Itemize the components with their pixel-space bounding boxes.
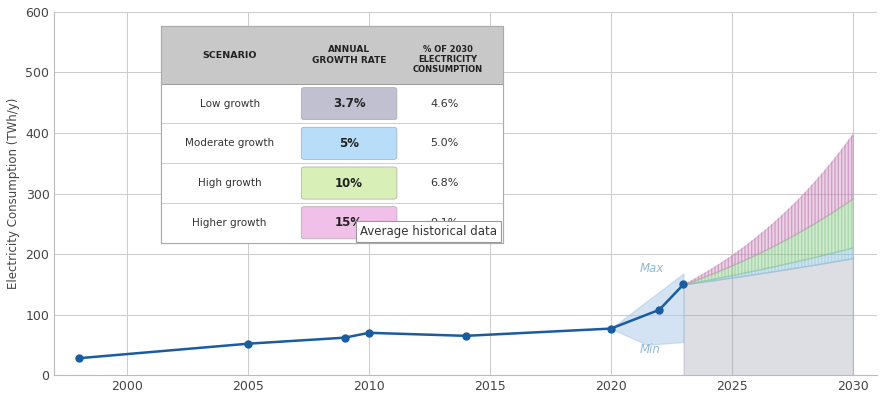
Text: Average historical data: Average historical data — [360, 225, 497, 238]
Text: Min: Min — [640, 343, 661, 356]
Text: Max: Max — [640, 262, 664, 275]
Y-axis label: Electricity Consumption (TWh/y): Electricity Consumption (TWh/y) — [7, 98, 20, 289]
